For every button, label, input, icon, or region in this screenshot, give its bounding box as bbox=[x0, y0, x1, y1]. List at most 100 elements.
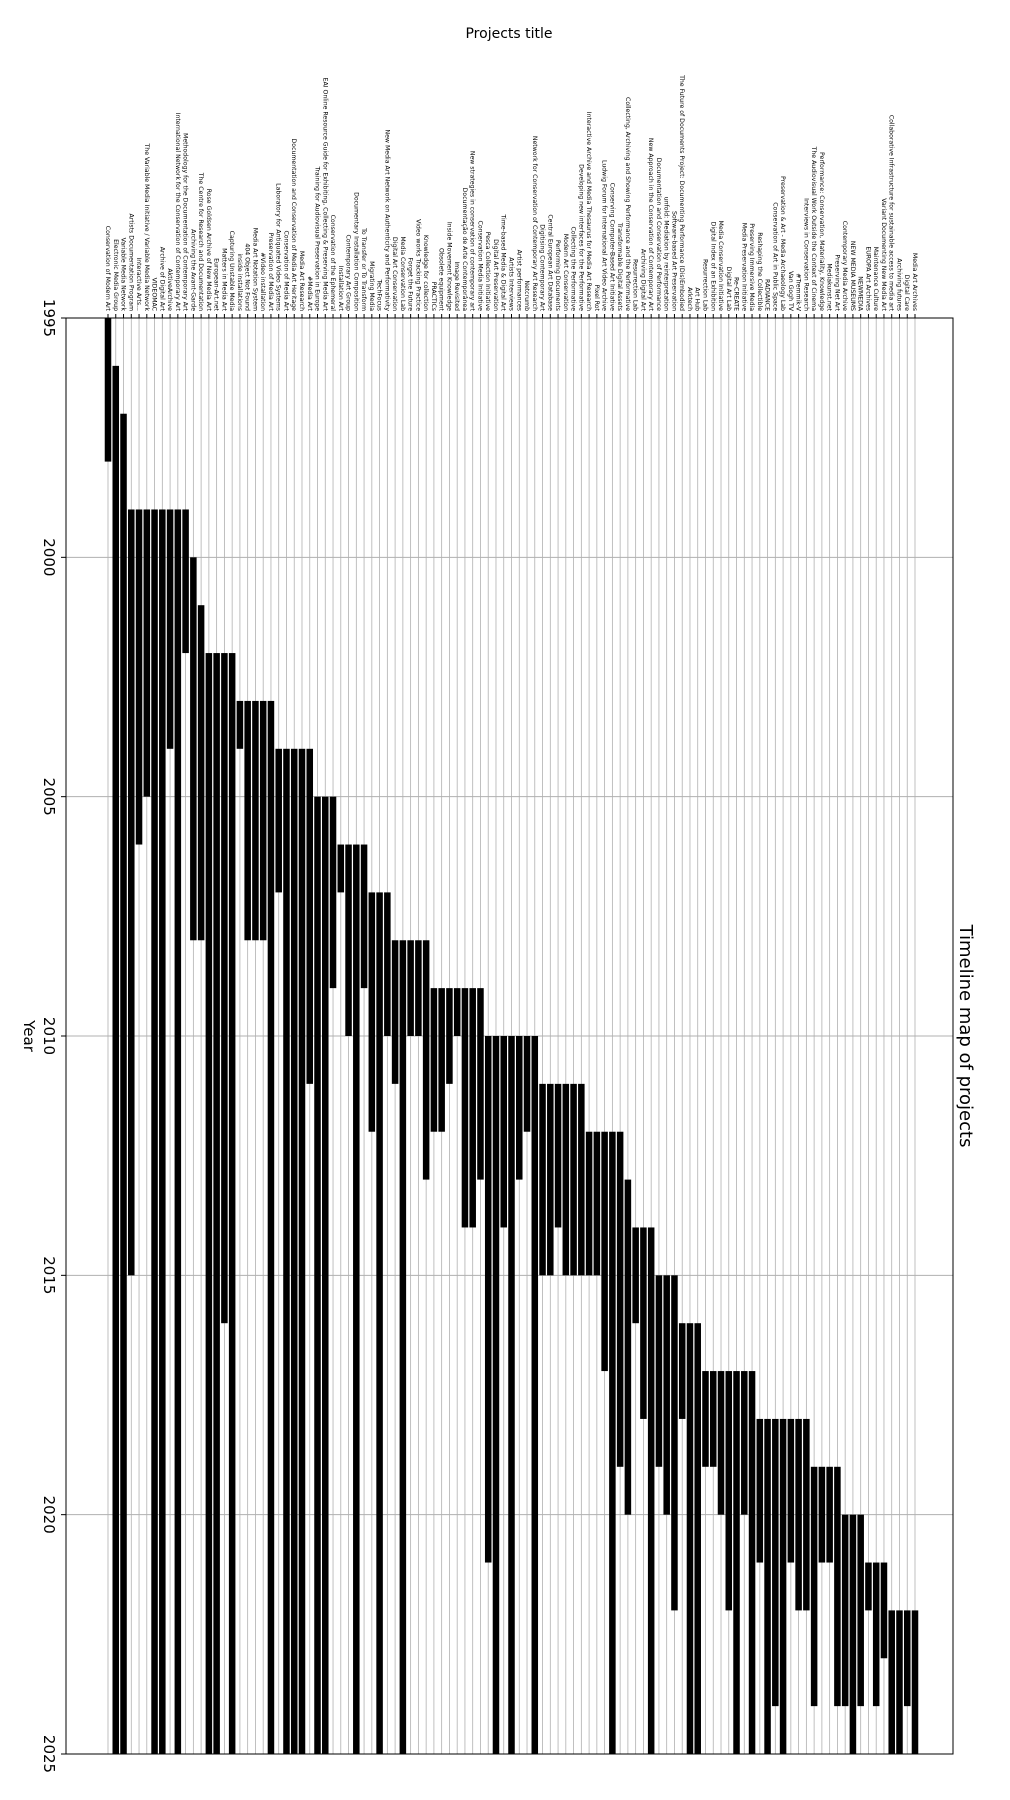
project-label: European-Art.net bbox=[213, 258, 220, 311]
project-bar bbox=[903, 1610, 911, 1707]
project-label: Media Conservation Lab bbox=[399, 236, 406, 311]
project-bar bbox=[562, 1083, 570, 1276]
project-bar bbox=[717, 1371, 725, 1515]
project-label: EAI Online Resource Guide for Exhibiting… bbox=[321, 78, 328, 312]
project-label: The Audiovisual Work Outside the Context… bbox=[810, 146, 817, 312]
project-bar bbox=[159, 509, 166, 1754]
project-label: Contemporary Media Archive bbox=[841, 221, 848, 311]
project-label: Pixel Rot bbox=[593, 284, 600, 311]
project-bar bbox=[469, 988, 476, 1228]
project-label: 404 Object Not Found bbox=[244, 243, 251, 311]
project-bar bbox=[197, 605, 205, 941]
project-label: #Tremmik-V bbox=[795, 273, 802, 311]
project-bar bbox=[461, 988, 469, 1228]
project-bar bbox=[415, 940, 422, 1036]
project-bar bbox=[647, 1227, 655, 1754]
project-bar bbox=[516, 1036, 523, 1180]
project-label: Van Gogh TV bbox=[787, 271, 794, 312]
project-bar bbox=[484, 1036, 492, 1563]
project-bar bbox=[694, 1323, 701, 1754]
project-bar bbox=[322, 796, 329, 1754]
project-bar bbox=[702, 1371, 709, 1467]
project-label: The Future of Documents Project: Documen… bbox=[678, 74, 685, 311]
project-label: Digital Care bbox=[903, 275, 910, 312]
project-label: Media Preservation Initiative bbox=[740, 223, 747, 311]
project-label: #Video installation bbox=[259, 252, 266, 311]
project-label: Interactive Arts... bbox=[135, 257, 142, 311]
project-bar bbox=[888, 1610, 895, 1754]
project-bar bbox=[221, 653, 228, 1324]
project-bar bbox=[756, 1418, 764, 1563]
project-label: Digital Art Lab bbox=[725, 267, 732, 311]
project-bar bbox=[306, 748, 314, 1084]
project-label: NEW MEDIA MUSEUMS bbox=[849, 241, 856, 311]
project-label: AktiveArchive bbox=[166, 268, 173, 311]
project-bar bbox=[190, 557, 197, 941]
project-bar bbox=[275, 748, 282, 893]
project-label: Collecting, Archiving and Showing Perfor… bbox=[624, 97, 631, 311]
project-label: New Approach in the Conservation of Cont… bbox=[647, 138, 654, 312]
project-label: RADIANCE bbox=[764, 279, 771, 311]
project-label: To Transfer or To Transform bbox=[360, 227, 367, 311]
project-label: unfold: Mediation by reinterpretation bbox=[663, 197, 670, 311]
project-label: Installation Art bbox=[337, 266, 344, 312]
project-label: Transformable Digital Assets bbox=[616, 222, 623, 311]
project-bar bbox=[779, 1418, 787, 1754]
project-label: Inside Movement Knowledge bbox=[445, 222, 452, 311]
project-label: Resurrection Lab bbox=[632, 259, 639, 311]
y-tick-label: 2020 bbox=[40, 1496, 58, 1534]
project-label: International Network for the Conservati… bbox=[174, 113, 181, 312]
project-bar bbox=[252, 700, 259, 941]
project-bar bbox=[826, 1466, 833, 1563]
project-bar bbox=[298, 748, 306, 1754]
project-bar bbox=[376, 892, 383, 1754]
project-bar bbox=[422, 940, 430, 1180]
project-bar bbox=[872, 1562, 880, 1707]
project-label: Modern Art Conservation bbox=[562, 234, 569, 311]
project-bar bbox=[570, 1083, 577, 1276]
project-bar bbox=[128, 509, 135, 1276]
project-bar bbox=[430, 988, 438, 1132]
project-label: Pesca Collection Initiative bbox=[484, 232, 491, 311]
project-bar bbox=[834, 1466, 841, 1707]
project-bar bbox=[911, 1610, 919, 1754]
y-tick-label: 2010 bbox=[40, 1017, 58, 1055]
project-bar bbox=[640, 1227, 647, 1419]
project-label: Conservation of Media Art bbox=[282, 230, 289, 311]
project-bar bbox=[337, 844, 345, 893]
project-label: Conserving Computer-Based Art Initiative bbox=[608, 183, 615, 312]
project-bar bbox=[795, 1418, 802, 1611]
project-bar bbox=[182, 509, 189, 654]
project-bar bbox=[810, 1466, 818, 1707]
project-bar bbox=[453, 988, 461, 1036]
project-bar bbox=[678, 1323, 686, 1419]
project-bar bbox=[593, 1131, 601, 1276]
project-label: Knowledge for collection bbox=[422, 235, 429, 311]
project-label: Media Art Archives bbox=[911, 253, 918, 311]
project-label: Variant Documenting New Media Art bbox=[880, 198, 887, 311]
project-bar bbox=[236, 700, 244, 749]
project-label: Preservation of Media Art bbox=[267, 233, 274, 312]
project-bar bbox=[624, 1179, 632, 1515]
project-labels: Conservation of Modern Art Electronic Med… bbox=[104, 74, 918, 318]
chart-title: Timeline map of projects bbox=[955, 924, 976, 1148]
project-bar bbox=[601, 1131, 608, 1372]
project-bar bbox=[120, 413, 127, 1754]
project-label: Conservation of the Ephemeral bbox=[329, 215, 336, 312]
project-label: Artists Documentation Program bbox=[127, 213, 134, 311]
project-bar bbox=[818, 1466, 826, 1563]
project-label: Media Art Notation System bbox=[251, 228, 258, 311]
project-label: Time-based Media & Digital Art bbox=[500, 213, 507, 311]
project-label: Contemporary Art Group bbox=[345, 234, 352, 311]
project-label: NEWMEDIA bbox=[857, 276, 864, 311]
y-tick-label: 2015 bbox=[40, 1256, 58, 1294]
project-label: Artists Interviews bbox=[508, 257, 515, 311]
project-bar bbox=[764, 1418, 771, 1754]
project-bar bbox=[748, 1371, 756, 1754]
project-label: Training for Audiovisual Preservation in… bbox=[314, 166, 321, 312]
chart-subtitle: Projects title bbox=[465, 26, 552, 42]
project-bar bbox=[329, 796, 337, 989]
project-bar bbox=[151, 509, 158, 1754]
project-label: The Centre for Research and Documentatio… bbox=[197, 172, 204, 311]
project-label: Documentation and Conservation of Perfor… bbox=[655, 158, 662, 311]
